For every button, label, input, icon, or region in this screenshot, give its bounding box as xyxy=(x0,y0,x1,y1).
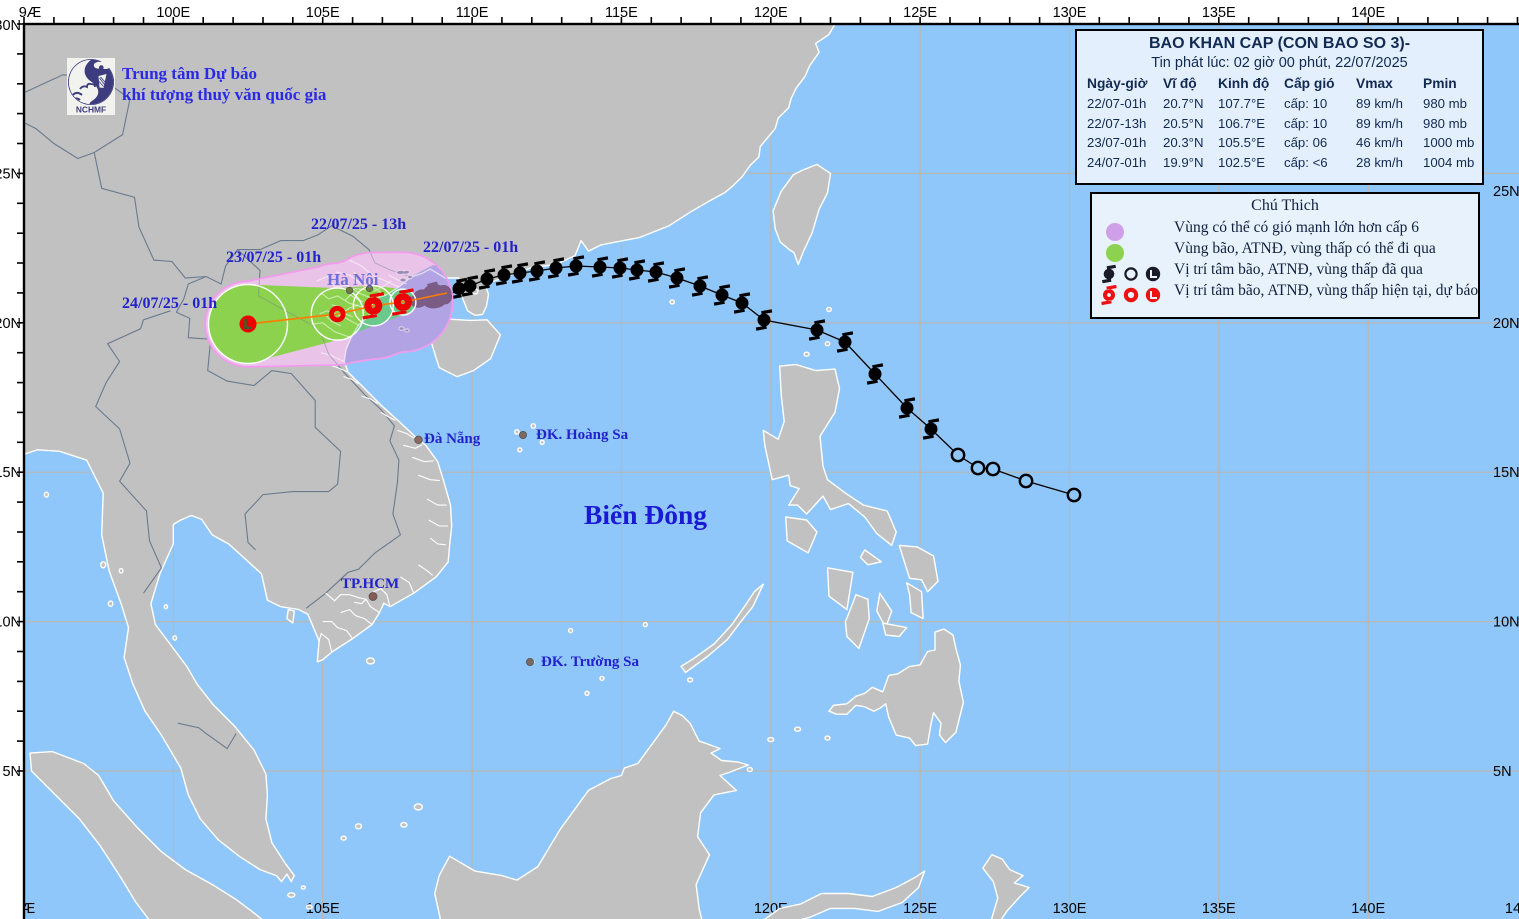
svg-text:110E: 110E xyxy=(456,5,489,21)
svg-text:130E: 130E xyxy=(1053,901,1087,917)
svg-text:25N: 25N xyxy=(1493,184,1519,200)
svg-text:125E: 125E xyxy=(903,901,937,917)
svg-text:140E: 140E xyxy=(1351,901,1385,917)
svg-text:30N: 30N xyxy=(0,18,21,34)
svg-text:5N: 5N xyxy=(2,764,21,780)
svg-text:10N: 10N xyxy=(1493,615,1519,631)
svg-text:115E: 115E xyxy=(605,5,638,21)
svg-text:100E: 100E xyxy=(156,5,190,21)
svg-text:105E: 105E xyxy=(306,5,340,21)
svg-text:15N: 15N xyxy=(1493,465,1519,481)
svg-text:135E: 135E xyxy=(1202,5,1236,21)
svg-text:105E: 105E xyxy=(306,901,340,917)
svg-text:9Æ: 9Æ xyxy=(19,5,42,21)
svg-text:NCHMF: NCHMF xyxy=(76,105,106,115)
svg-text:15N: 15N xyxy=(0,465,21,481)
svg-text:5N: 5N xyxy=(1493,764,1512,780)
svg-text:14: 14 xyxy=(1505,901,1519,917)
svg-text:20N: 20N xyxy=(0,316,21,332)
svg-text:9Æ: 9Æ xyxy=(13,901,36,917)
svg-text:135E: 135E xyxy=(1202,901,1236,917)
svg-text:10N: 10N xyxy=(0,615,21,631)
svg-text:125E: 125E xyxy=(903,5,937,21)
svg-text:20N: 20N xyxy=(1493,316,1519,332)
svg-text:130E: 130E xyxy=(1053,5,1087,21)
svg-text:140E: 140E xyxy=(1351,5,1385,21)
svg-text:25N: 25N xyxy=(0,166,21,182)
svg-text:120E: 120E xyxy=(754,5,788,21)
